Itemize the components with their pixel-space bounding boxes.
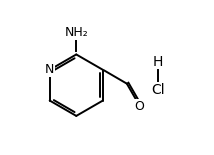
Text: Cl: Cl xyxy=(151,83,165,97)
Text: NH₂: NH₂ xyxy=(64,27,88,40)
Text: O: O xyxy=(134,100,144,113)
Text: N: N xyxy=(45,63,54,76)
Text: H: H xyxy=(153,55,163,69)
